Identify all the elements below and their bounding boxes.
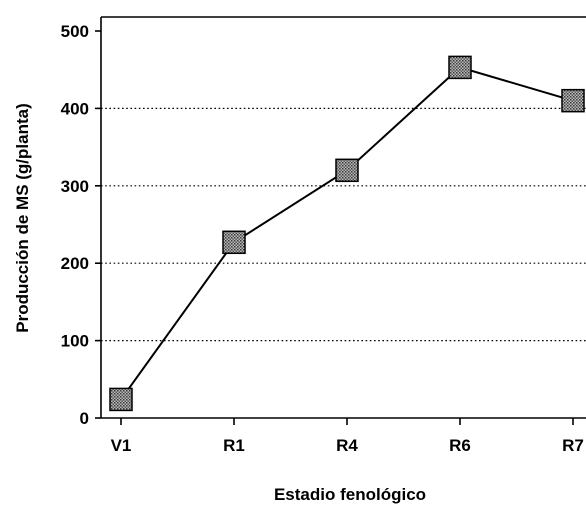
y-tick-label-300: 300 [61, 177, 89, 196]
series-line-0 [120, 66, 574, 401]
data-point-R6 [448, 55, 472, 80]
data-point-V1 [109, 387, 133, 412]
y-tick-label-100: 100 [61, 332, 89, 351]
x-tick-label-R1: R1 [223, 436, 245, 455]
y-tick-label-400: 400 [61, 99, 89, 118]
y-axis-title: Producción de MS (g/planta) [13, 103, 32, 333]
y-tick-labels: 0 100 200 300 400 500 [61, 22, 89, 428]
gridlines [101, 107, 586, 342]
y-tick-label-200: 200 [61, 254, 89, 273]
x-tick-labels: V1 R1 R4 R6 R7 [111, 436, 584, 455]
data-point-R7 [561, 88, 585, 113]
data-point-R1 [222, 230, 246, 255]
series-layer [120, 66, 574, 401]
y-tick-label-500: 500 [61, 22, 89, 41]
x-tick-label-R4: R4 [336, 436, 358, 455]
x-tick-label-R6: R6 [449, 436, 471, 455]
x-tick-label-V1: V1 [111, 436, 132, 455]
y-tick-label-0: 0 [80, 409, 89, 428]
axes [95, 16, 586, 425]
x-tick-label-R7: R7 [562, 436, 584, 455]
markers [109, 55, 585, 412]
x-axis-title: Estadio fenológico [274, 485, 426, 504]
data-point-R4 [335, 158, 359, 183]
